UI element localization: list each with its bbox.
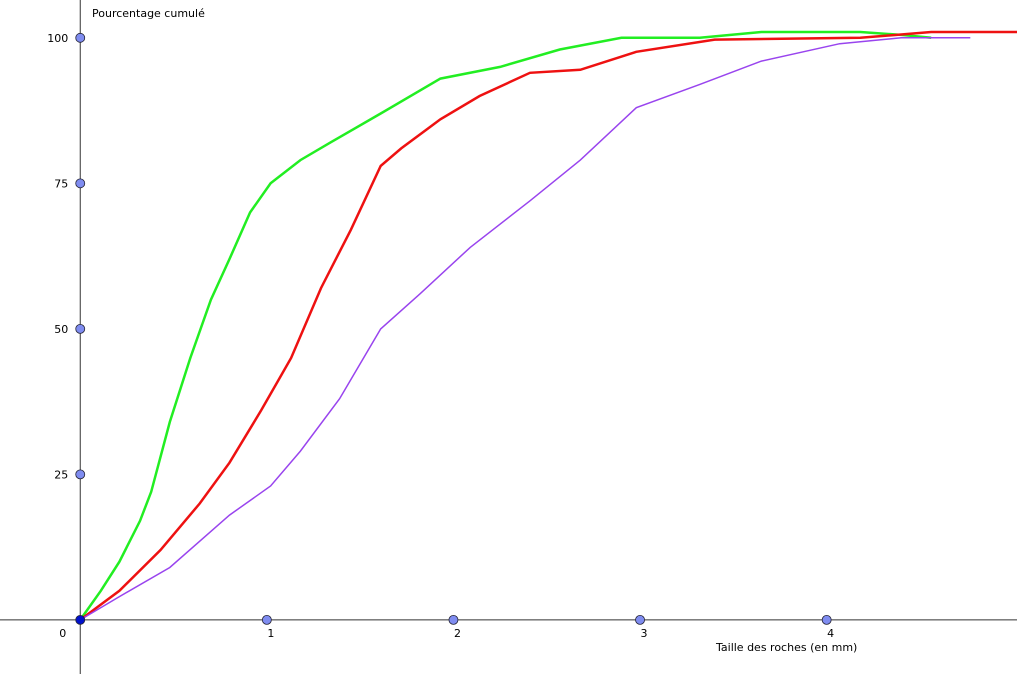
x-tick-label: 1: [267, 627, 274, 640]
x-tick-point: [448, 614, 459, 625]
x-tick-label: 0: [59, 627, 66, 640]
series-line: [79, 30, 932, 621]
x-tick-point: [261, 614, 272, 625]
y-tick-label: 100: [47, 32, 68, 45]
x-tick-point: [821, 614, 832, 625]
x-tick-label: 4: [827, 627, 834, 640]
y-tick-point: [75, 469, 86, 480]
y-tick-label: 25: [54, 468, 68, 481]
x-tick-label: 3: [641, 627, 648, 640]
x-tick-label: 2: [454, 627, 461, 640]
series-line: [79, 37, 971, 621]
y-axis-title: Pourcentage cumulé: [92, 7, 205, 20]
y-tick-point: [75, 323, 86, 334]
series-line: [79, 30, 1017, 621]
y-tick-point: [75, 178, 86, 189]
y-tick-label: 75: [54, 177, 68, 190]
x-axis-title: Taille des roches (en mm): [715, 641, 857, 654]
y-tick-point: [75, 32, 86, 43]
x-tick-point: [75, 614, 86, 625]
y-tick-label: 50: [54, 323, 68, 336]
x-tick-point: [635, 614, 645, 625]
